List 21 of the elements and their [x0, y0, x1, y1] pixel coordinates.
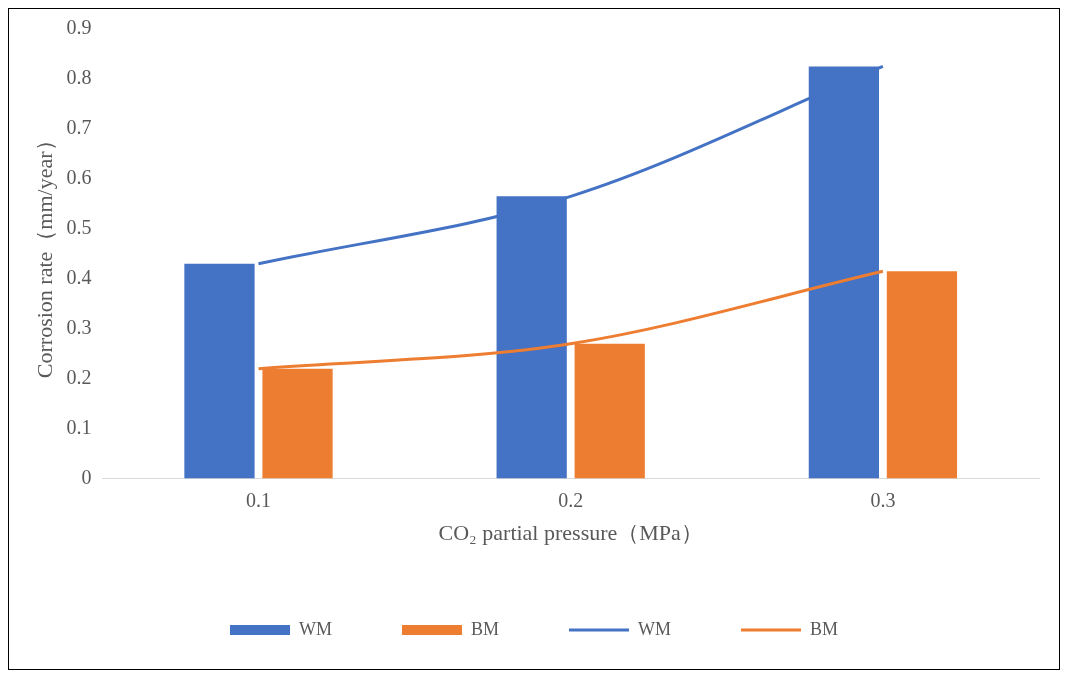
legend-label: WM [299, 618, 332, 639]
bar [184, 263, 255, 479]
bar [886, 271, 958, 479]
y-tick-label: 0 [81, 465, 92, 488]
legend-label: BM [470, 618, 499, 639]
y-tick-label: 0.6 [66, 166, 92, 189]
y-axis-title: Corrosion rate（mm/year） [31, 129, 57, 379]
y-tick-label: 0.2 [66, 365, 92, 388]
x-tick-label: 0.1 [246, 488, 271, 511]
legend-label: WM [638, 618, 671, 639]
y-tick-label: 0.1 [66, 415, 92, 438]
x-axis-title: CO₂ partial pressure（MPa） [438, 519, 703, 545]
legend-label: BM [809, 618, 839, 639]
y-tick-label: 0.3 [66, 315, 92, 338]
y-tick-label: 0.8 [66, 66, 92, 89]
y-tick-label: 0.5 [66, 216, 92, 239]
y-tick-label: 0.9 [66, 16, 92, 39]
x-tick-label: 0.3 [870, 488, 896, 511]
y-tick-label: 0.7 [66, 116, 92, 139]
y-tick-label: 0.4 [66, 266, 92, 289]
x-tick-label: 0.2 [558, 488, 584, 511]
